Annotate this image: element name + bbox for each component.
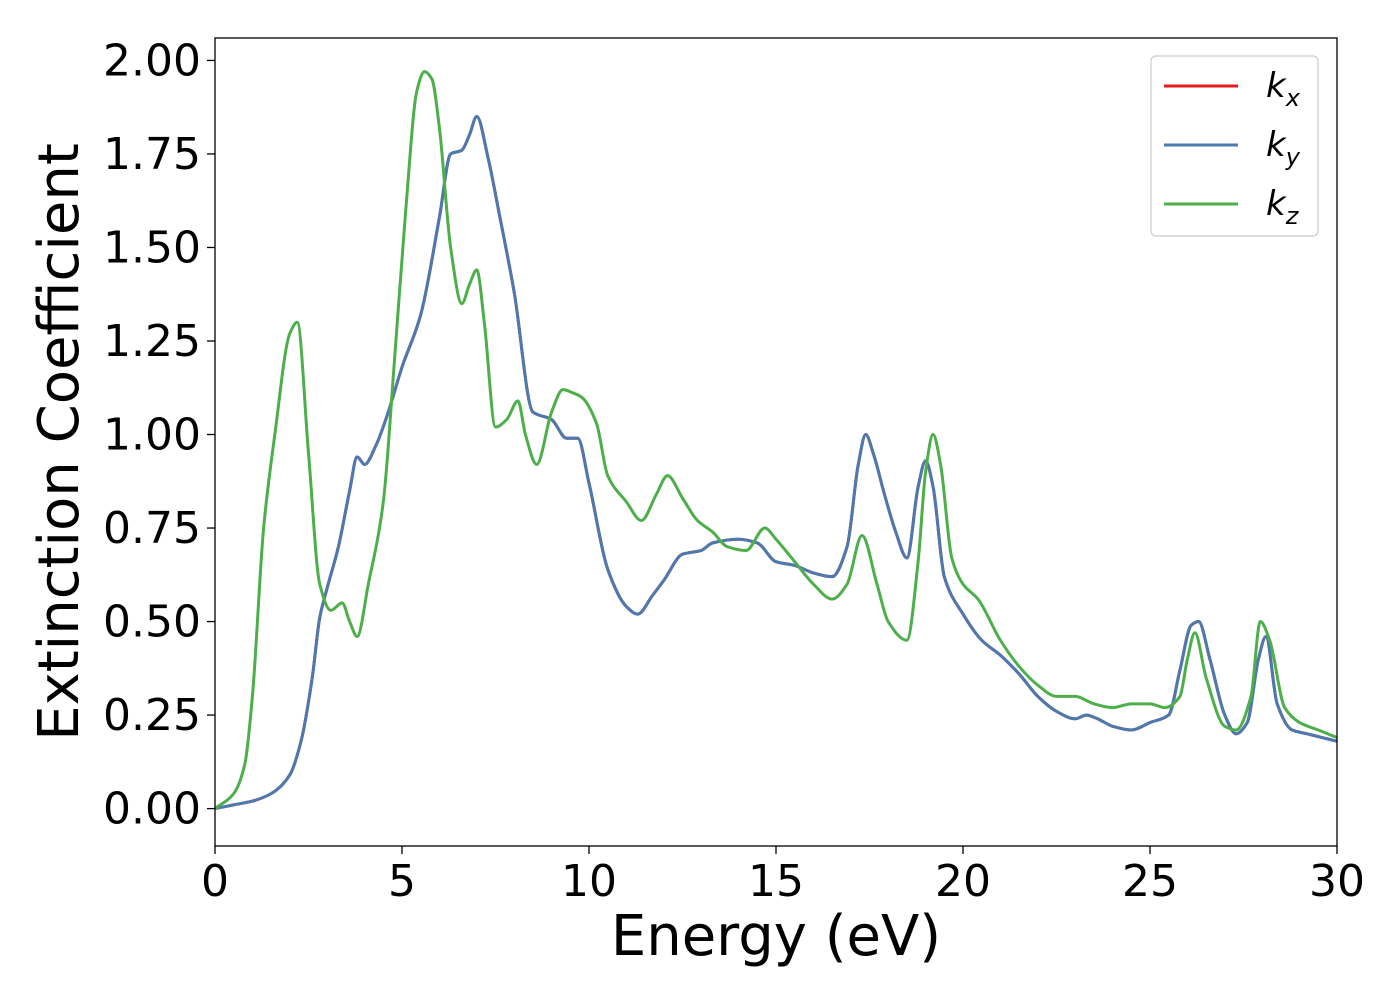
legend: kx ky kz <box>1150 55 1319 237</box>
y-axis-title: Extinction Coefficient <box>27 143 92 741</box>
x-axis-ticks: 0 5 10 15 20 25 30 <box>201 846 1365 907</box>
x-tick-label: 20 <box>935 856 991 907</box>
x-tick-label: 5 <box>388 856 416 907</box>
x-tick-label: 10 <box>561 856 617 907</box>
legend-label-z: kz <box>1266 184 1300 230</box>
x-tick-label: 25 <box>1122 856 1178 907</box>
plot-background <box>215 38 1337 846</box>
series-layer <box>215 70 1337 811</box>
y-tick-label: 1.50 <box>103 222 201 273</box>
y-tick-label: 1.25 <box>103 316 201 367</box>
y-tick-label: 0.75 <box>103 503 201 554</box>
y-tick-label: 0.50 <box>103 597 201 648</box>
x-tick-label: 30 <box>1309 856 1365 907</box>
x-tick-label: 15 <box>748 856 804 907</box>
y-tick-label: 0.25 <box>103 690 201 741</box>
y-tick-label: 1.75 <box>103 129 201 180</box>
y-tick-label: 1.00 <box>103 410 201 461</box>
x-axis-title: Energy (eV) <box>611 904 941 969</box>
legend-label-y: ky <box>1266 125 1301 171</box>
x-tick-label: 0 <box>201 856 229 907</box>
series-line-z <box>215 70 1337 810</box>
y-tick-label: 2.00 <box>103 35 201 86</box>
legend-label-x: kx <box>1266 66 1301 112</box>
y-tick-label: 0.00 <box>103 784 201 835</box>
y-axis-ticks: 0.00 0.25 0.50 0.75 1.00 1.25 1.50 1.75 2.00 <box>103 35 215 835</box>
